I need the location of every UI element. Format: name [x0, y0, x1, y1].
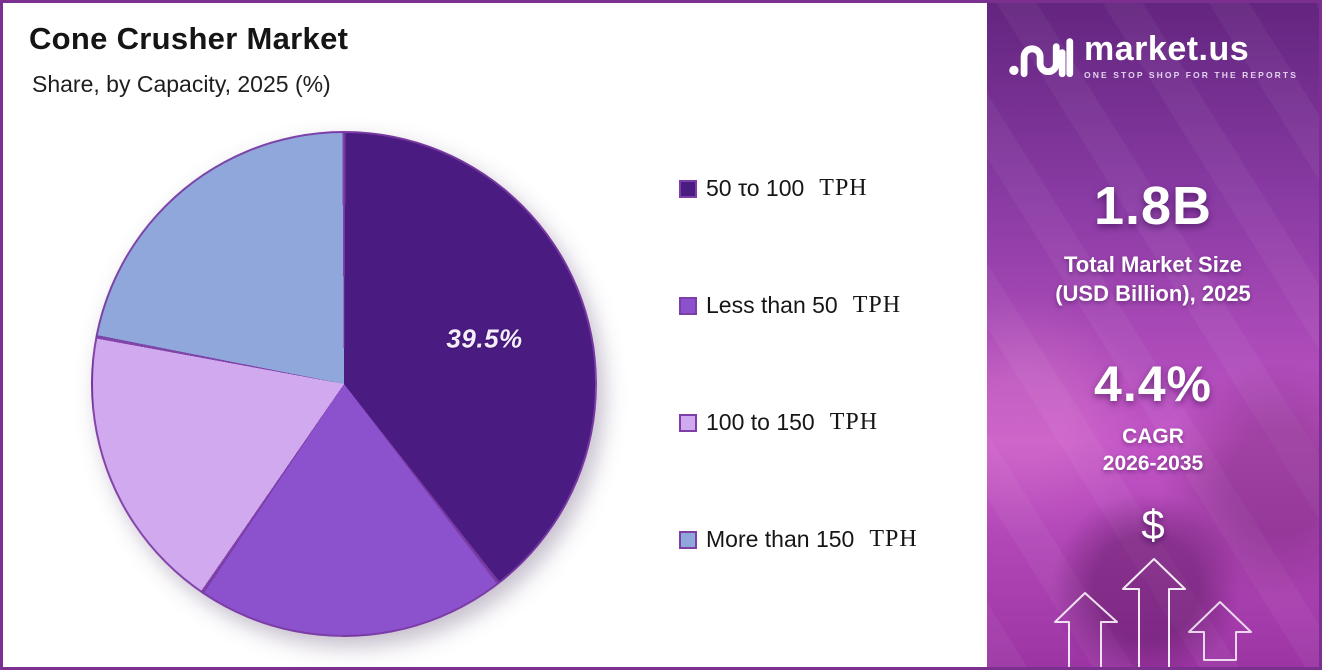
cagr-label: CAGR: [1122, 425, 1184, 448]
chart-legend: 50 το 100 TPH Less than 50 TPH 100 to 15…: [679, 175, 918, 553]
chart-subtitle: Share, by Capacity, 2025 (%): [32, 71, 331, 97]
page-title: Cone Crusher Market: [29, 21, 349, 56]
legend-label: 50 το 100: [706, 175, 805, 201]
legend-item: 100 to 150 TPH: [679, 409, 918, 436]
brand-logo: market.us ONE STOP SHOP FOR THE REPORTS: [987, 29, 1319, 83]
brand-panel: market.us ONE STOP SHOP FOR THE REPORTS …: [987, 3, 1319, 667]
legend-swatch: [679, 296, 697, 315]
market-size-label-line1: Total Market Size: [1063, 252, 1243, 277]
cagr-value: 4.4%: [1094, 356, 1212, 412]
legend-unit: TPH: [829, 409, 879, 435]
legend-item: 50 το 100 TPH: [679, 175, 918, 202]
legend-item: Less than 50 TPH: [679, 292, 918, 319]
legend-label: More than 150: [706, 526, 855, 552]
legend-label: Less than 50: [706, 292, 838, 318]
legend-swatch: [679, 179, 697, 198]
growth-arrows-icon: [1054, 558, 1252, 667]
total-market-size-stat: 1.8B Total Market Size (USD Billion), 20…: [987, 175, 1319, 308]
legend-swatch: [679, 413, 697, 432]
legend-item: More than 150 TPH: [679, 526, 918, 553]
legend-label: 100 to 150: [706, 409, 815, 435]
brand-name: market.us: [1084, 30, 1250, 68]
marketus-logo-icon: [1009, 38, 1074, 78]
legend-unit: TPH: [852, 292, 902, 318]
legend-unit: TPH: [869, 526, 918, 552]
legend-swatch: [679, 530, 697, 549]
cagr-stat: 4.4% CAGR 2026-2035: [987, 355, 1319, 478]
pie-slice-value-label: 39.5%: [446, 323, 523, 354]
dollar-icon: $: [1141, 501, 1165, 548]
chart-area: Cone Crusher Market Share, by Capacity, …: [3, 3, 991, 667]
legend-unit: TPH: [819, 175, 868, 201]
market-size-value: 1.8B: [1093, 176, 1213, 236]
cagr-period: 2026-2035: [1102, 452, 1204, 476]
market-size-label-line2: (USD Billion), 2025: [1055, 280, 1251, 306]
brand-tagline: ONE STOP SHOP FOR THE REPORTS: [1084, 70, 1298, 80]
pie-chart: 39.5%: [91, 131, 597, 637]
